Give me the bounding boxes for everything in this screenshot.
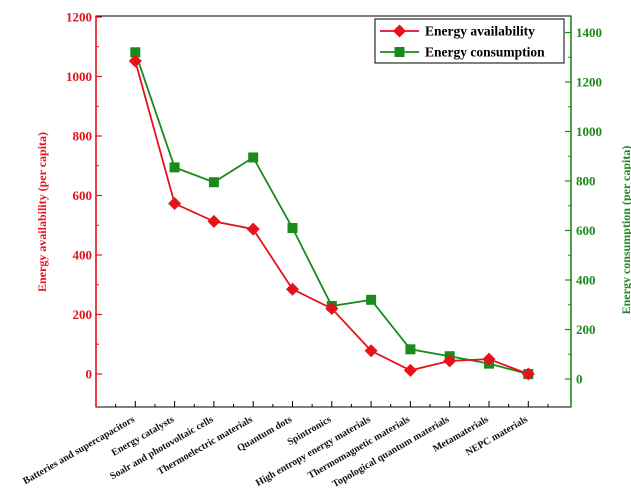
legend-marker-availability — [393, 24, 406, 38]
point-availability — [403, 363, 417, 377]
series-line-availability — [134, 60, 529, 375]
point-consumption — [208, 177, 219, 188]
point-availability — [207, 214, 221, 228]
point-availability — [128, 54, 142, 68]
point-availability — [168, 197, 182, 211]
point-consumption — [366, 294, 377, 305]
point-availability — [364, 344, 378, 358]
point-availability — [521, 367, 535, 381]
right-tick-label: 600 — [576, 223, 596, 238]
left-tick-label: 400 — [73, 248, 93, 263]
left-tick-label: 200 — [73, 307, 93, 322]
point-consumption — [169, 162, 180, 173]
point-availability — [286, 282, 299, 296]
right-tick-label: 800 — [576, 174, 596, 189]
legend: Energy availability Energy consumption — [374, 18, 565, 64]
point-availability — [246, 222, 260, 236]
left-tick-label: 0 — [86, 367, 93, 382]
legend-label-consumption: Energy consumption — [425, 45, 545, 60]
left-tick-label: 1000 — [66, 69, 92, 84]
legend-box — [374, 18, 565, 64]
right-tick-label: 1400 — [576, 25, 602, 40]
left-tick-label: 800 — [73, 129, 93, 144]
point-availability — [325, 302, 339, 316]
legend-label-availability: Energy availability — [425, 24, 535, 39]
plot-frame — [95, 15, 572, 408]
right-tick-label: 400 — [576, 273, 596, 288]
point-availability — [482, 352, 496, 366]
right-tick-label: 200 — [576, 322, 596, 337]
y2-axis-title: Energy consumption (per capita) — [619, 146, 631, 315]
point-consumption — [248, 152, 259, 163]
point-consumption — [287, 223, 298, 234]
right-tick-label: 1200 — [576, 75, 602, 90]
point-consumption — [405, 344, 416, 355]
legend-marker-consumption — [394, 47, 405, 57]
point-availability — [443, 354, 457, 368]
right-tick-label: 0 — [576, 372, 583, 387]
right-tick-label: 1000 — [576, 124, 602, 139]
point-consumption — [130, 47, 141, 58]
y-axis-title: Energy availability (per capita) — [35, 132, 49, 292]
left-tick-label: 1200 — [66, 10, 92, 25]
left-tick-label: 600 — [73, 188, 93, 203]
